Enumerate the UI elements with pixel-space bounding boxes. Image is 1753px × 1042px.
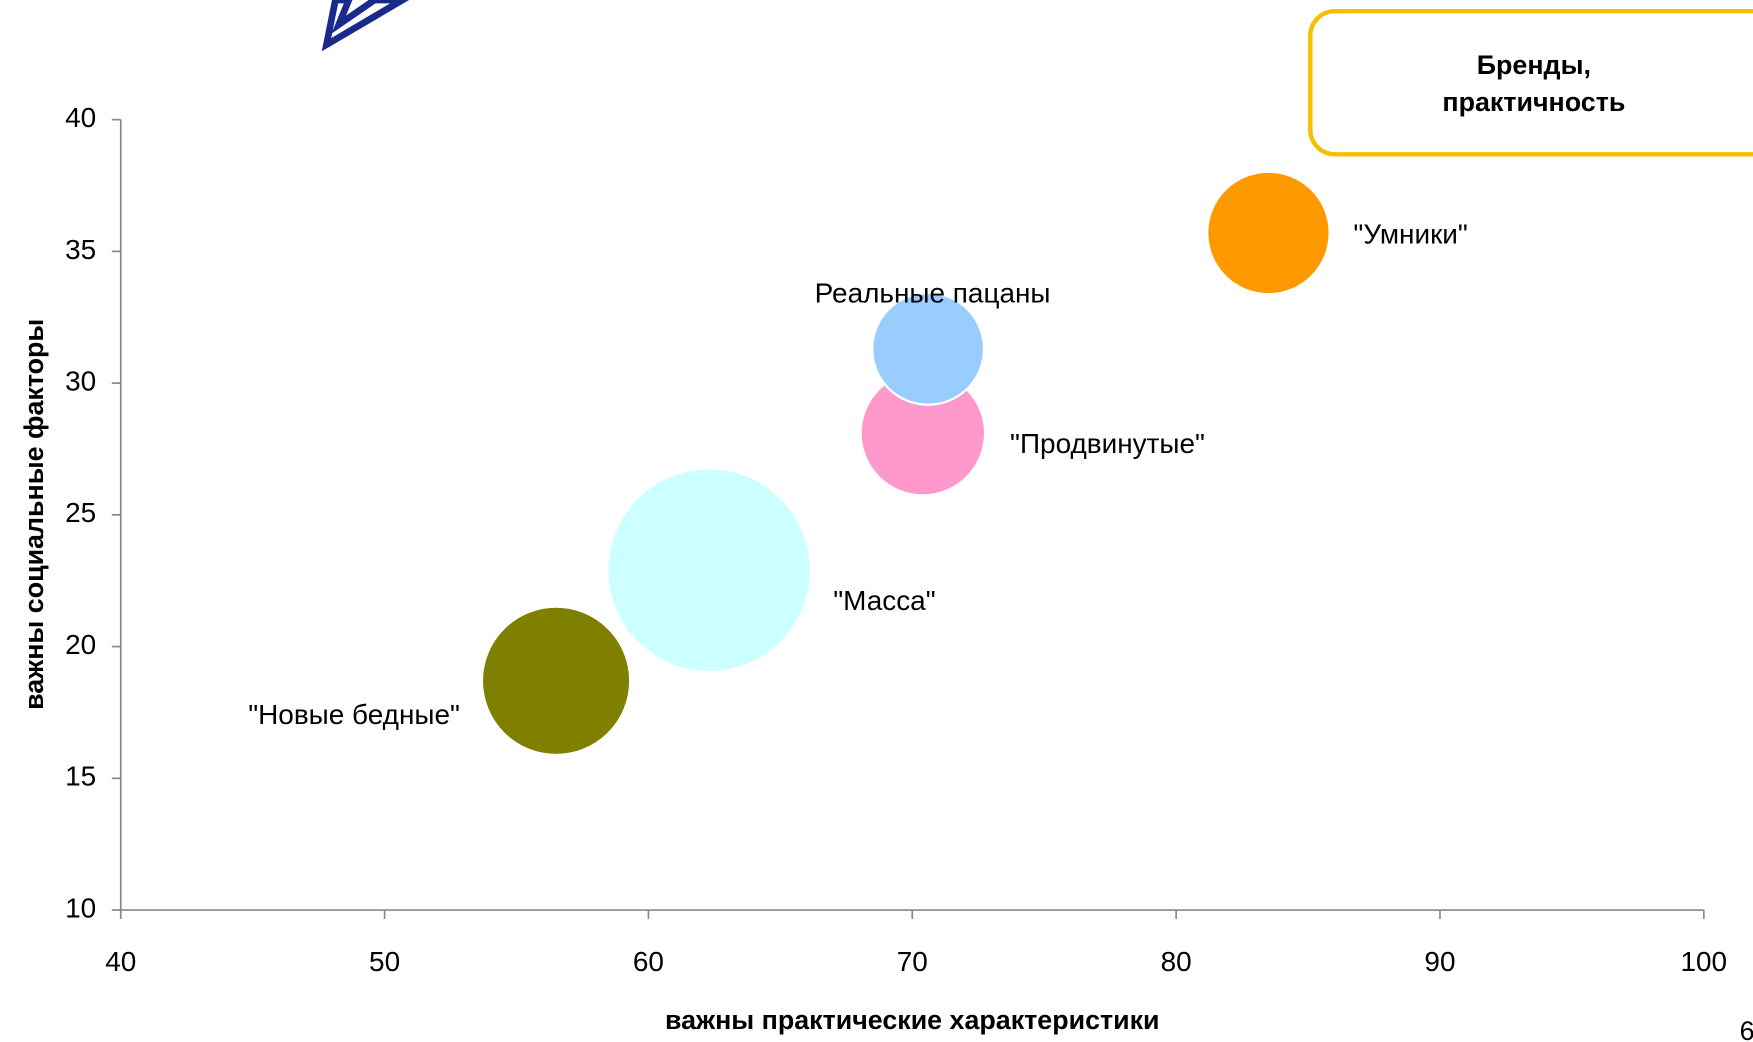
y-tick-label: 20 (65, 629, 96, 660)
x-tick-label: 100 (1680, 946, 1727, 977)
y-tick-label: 25 (65, 497, 96, 528)
bubble-label: "Масса" (833, 585, 935, 616)
y-tick-label: 15 (65, 761, 96, 792)
bubble-label: Реальные пацаны (815, 278, 1051, 309)
logo-fragment (321, 0, 410, 52)
x-tick-label: 40 (105, 946, 136, 977)
y-tick-label: 35 (65, 234, 96, 265)
bubble (606, 467, 813, 674)
y-axis-title: важны социальные факторы (19, 319, 49, 710)
annotation-box (1308, 8, 1753, 157)
bubble-label: "Новые бедные" (248, 699, 460, 730)
x-tick-label: 70 (897, 946, 928, 977)
annotation-line: Бренды, (1477, 50, 1591, 80)
x-axis-title: важны практические характеристики (665, 1005, 1160, 1035)
x-tick-label: 60 (633, 946, 664, 977)
x-tick-label: 50 (369, 946, 400, 977)
bubble-label: "Продвинутые" (1010, 428, 1205, 459)
bubble-label: "Умники" (1353, 219, 1467, 250)
page-number: 6 (1740, 1016, 1753, 1042)
x-tick-label: 90 (1424, 946, 1455, 977)
bubble (480, 605, 632, 757)
annotation-line: практичность (1442, 87, 1625, 117)
y-tick-label: 10 (65, 892, 96, 923)
y-tick-label: 30 (65, 365, 96, 396)
bubble (1206, 170, 1331, 296)
x-tick-label: 80 (1161, 946, 1192, 977)
bubble (871, 291, 986, 406)
y-tick-label: 40 (65, 102, 96, 133)
